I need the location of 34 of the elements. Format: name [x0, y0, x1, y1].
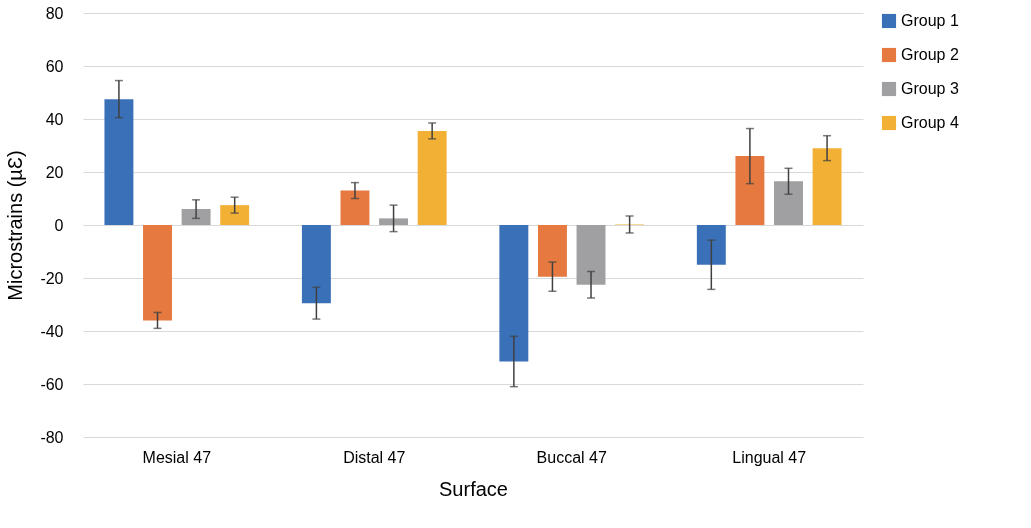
x-tick-label: Distal 47 [343, 448, 406, 466]
y-tick-label: 40 [45, 110, 64, 128]
bar [104, 99, 134, 225]
bar [735, 156, 765, 225]
bar [379, 218, 409, 225]
legend-label: Group 3 [901, 80, 959, 97]
y-axis-title: Microstrains (µƐ) [4, 150, 27, 301]
bar [696, 225, 726, 265]
y-tick-label: -20 [40, 269, 64, 287]
y-tick-label: -60 [40, 375, 64, 393]
bar [537, 225, 567, 277]
y-tick-label: 80 [45, 4, 64, 22]
bar [417, 130, 447, 225]
bar [301, 225, 331, 304]
legend-label: Group 2 [901, 46, 959, 63]
bar [220, 205, 250, 225]
legend-label: Group 1 [901, 12, 959, 29]
y-tick-label: 0 [54, 216, 64, 234]
bar [576, 225, 606, 285]
x-tick-label: Mesial 47 [142, 448, 212, 466]
legend-label: Group 4 [901, 114, 959, 131]
bar [499, 225, 529, 362]
x-tick-label: Lingual 47 [732, 448, 807, 466]
y-tick-label: -80 [40, 428, 64, 446]
y-tick-label: 60 [45, 57, 64, 75]
y-tick-label: 20 [45, 163, 64, 181]
bar [340, 190, 370, 225]
bar [774, 181, 803, 225]
bar [143, 225, 172, 321]
x-axis-title: Surface [439, 477, 508, 500]
bar [181, 209, 211, 225]
y-tick-label: -40 [40, 322, 64, 340]
x-tick-label: Buccal 47 [536, 448, 607, 466]
bar [812, 148, 842, 225]
